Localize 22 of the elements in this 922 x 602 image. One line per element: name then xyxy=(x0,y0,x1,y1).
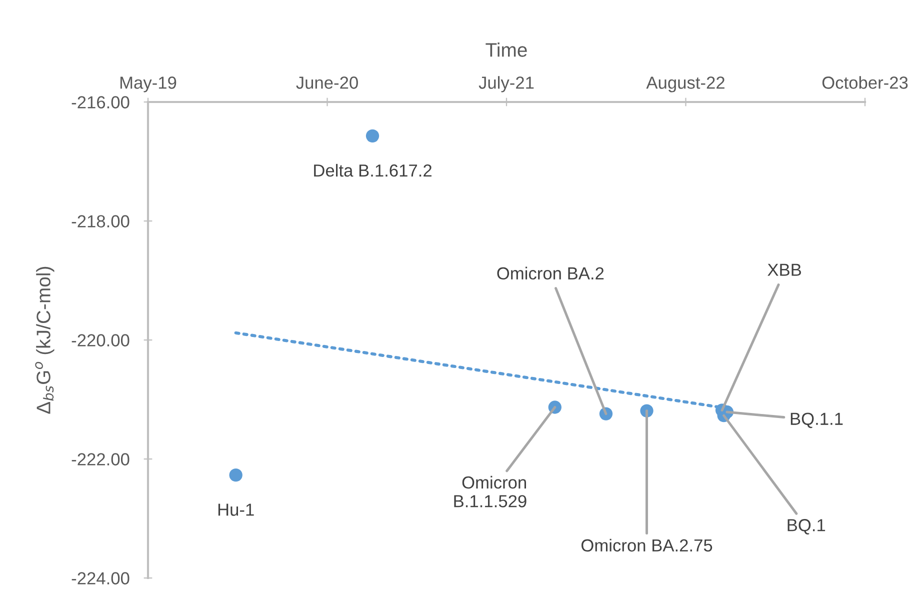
annotation: Omicron B.1.1.529 xyxy=(454,476,526,508)
point xyxy=(229,468,242,482)
annotation: Hu-1 xyxy=(218,504,254,516)
x-tick-label: May-19 xyxy=(120,76,176,92)
y-axis-title: Δ$_{bs}$G$^{o}$ (kJ/C-mol) xyxy=(35,266,54,414)
y-tick-label: -220.00 xyxy=(72,334,130,346)
annotation: Omicron BA.2 xyxy=(497,266,604,280)
x-axis-title: Time xyxy=(486,42,527,57)
x-tick-label: August-22 xyxy=(646,76,724,92)
annotation: XBB xyxy=(768,264,801,276)
y-tick-label: -216.00 xyxy=(72,96,130,108)
point xyxy=(366,129,380,143)
annotation: Omicron BA.2.75 xyxy=(581,538,712,552)
x-tick-label: October-23 xyxy=(822,76,908,89)
annotation: BQ.1 xyxy=(788,519,826,534)
annotation: Delta B.1.617.2 xyxy=(314,164,432,177)
annotation: BQ.1.1 xyxy=(790,412,843,428)
y-tick-label: -218.00 xyxy=(72,215,130,228)
x-tick-label: June-20 xyxy=(296,76,358,89)
y-tick-label: -224.00 xyxy=(72,572,130,584)
x-tick-label: July-21 xyxy=(478,76,534,92)
y-tick-label: -222.00 xyxy=(72,453,130,466)
